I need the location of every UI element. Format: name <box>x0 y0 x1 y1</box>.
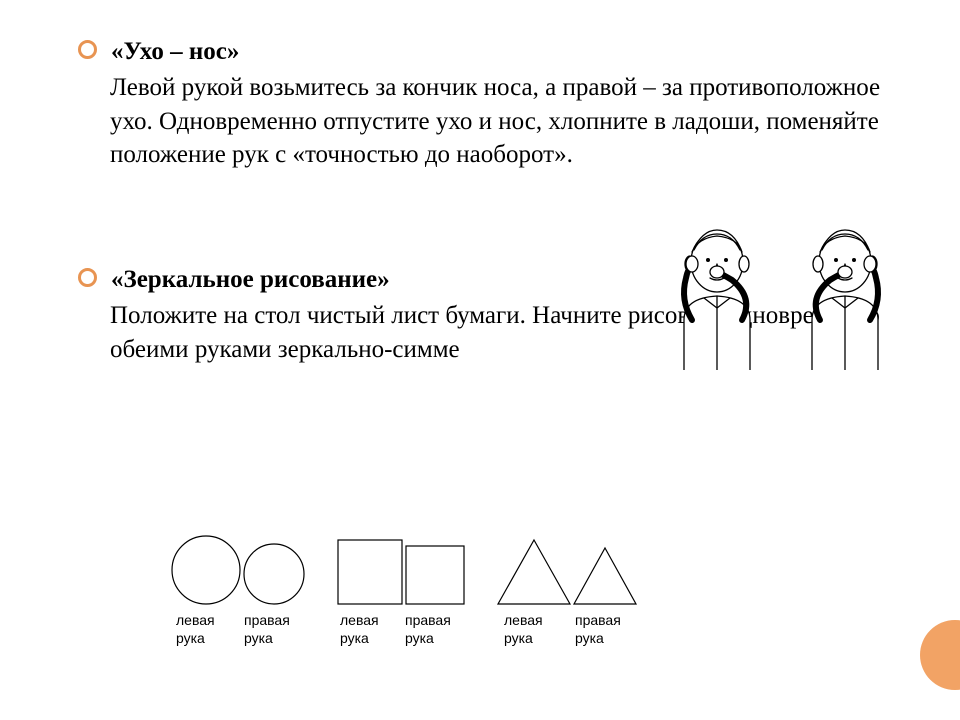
exercise1-title: «Ухо – нос» <box>111 35 239 69</box>
ear-nose-illustration <box>662 220 900 370</box>
bullet-icon <box>78 268 97 287</box>
shape-triangle-right <box>572 538 638 606</box>
shape-square-left <box>336 538 404 606</box>
label-left-hand: левая рука <box>504 612 564 647</box>
shape-circle-right <box>242 534 306 606</box>
shape-triangle-left <box>496 538 572 606</box>
exercise1-text: Левой рукой возьмитесь за кончик носа, а… <box>110 71 890 172</box>
shape-square-right <box>404 538 466 606</box>
label-left-hand: левая рука <box>176 612 236 647</box>
shape-circle-left <box>170 534 242 606</box>
mirror-shapes-row: левая рука правая рука левая рука правая… <box>170 534 668 647</box>
label-right-hand: правая рука <box>405 612 465 647</box>
decorative-corner-circle <box>920 620 960 690</box>
bullet-icon <box>78 40 97 59</box>
label-right-hand: правая рука <box>575 612 635 647</box>
label-right-hand: правая рука <box>244 612 304 647</box>
exercise2-title: «Зеркальное рисование» <box>111 263 390 297</box>
label-left-hand: левая рука <box>340 612 400 647</box>
